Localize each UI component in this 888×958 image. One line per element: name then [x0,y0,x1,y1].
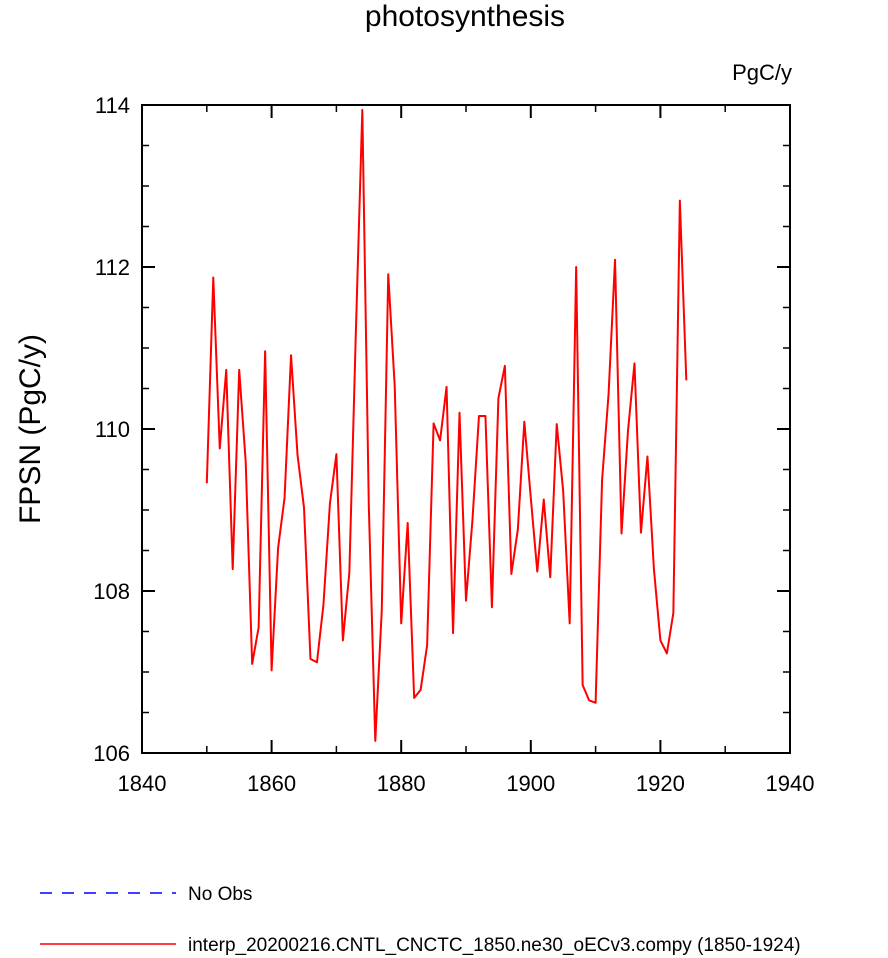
x-tick-label: 1900 [506,771,555,796]
chart-title: photosynthesis [365,0,565,33]
legend: No Obs interp_20200216.CNTL_CNCTC_1850.n… [40,884,801,956]
x-tick-label: 1880 [377,771,426,796]
series-line-model [205,108,688,742]
y-axis-label: FPSN (PgC/y) [14,334,47,524]
tick-labels-layer: 1840 1860 1880 1900 1920 1940 106 108 110 112 114 [93,93,814,796]
x-tick-label: 1920 [636,771,685,796]
plot-frame [141,104,791,754]
x-tick-label: 1860 [247,771,296,796]
x-tick-label: 1840 [118,771,167,796]
legend-label-model: interp_20200216.CNTL_CNCTC_1850.ne30_oEC… [188,935,801,956]
y-tick-label: 114 [95,93,130,118]
y-tick-label: 108 [93,579,130,604]
y-tick-label: 110 [95,417,130,442]
y-tick-label: 112 [95,255,130,280]
legend-label-no-obs: No Obs [188,884,252,905]
series-layer [205,108,688,742]
x-tick-label: 1940 [766,771,815,796]
units-label: PgC/y [732,60,792,85]
ticks-layer [141,104,791,754]
y-tick-label: 106 [93,741,130,766]
